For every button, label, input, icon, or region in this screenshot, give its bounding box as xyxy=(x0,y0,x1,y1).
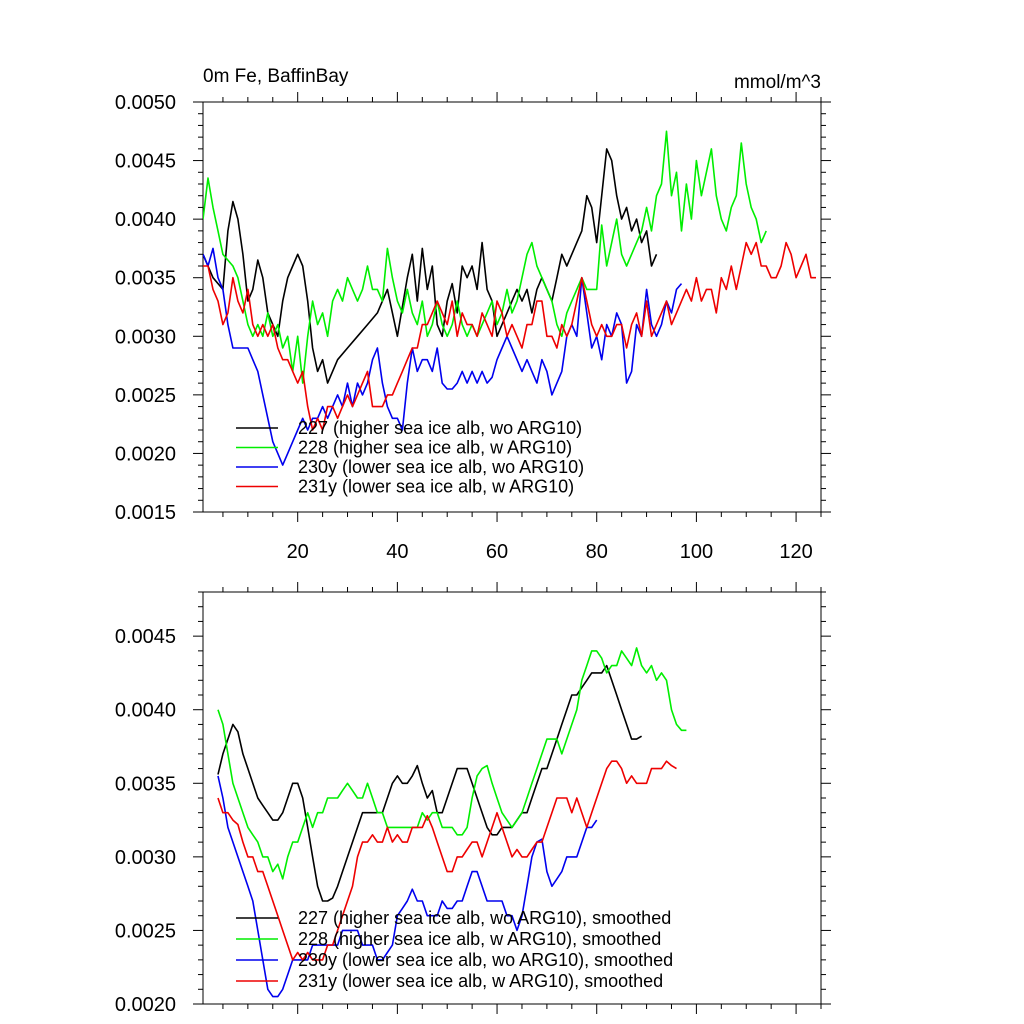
chart-units: mmol/m^3 xyxy=(734,72,821,93)
y-tick-label: 0.0020 xyxy=(115,443,176,465)
legend-label-3: 231y (lower sea ice alb, w ARG10), smoot… xyxy=(298,971,663,991)
chart-title: 0m Fe, BaffinBay xyxy=(203,66,349,87)
y-tick-label: 0.0030 xyxy=(115,326,176,348)
y-tick-label: 0.0020 xyxy=(115,994,176,1016)
x-tick-label: 40 xyxy=(386,541,408,563)
series-line-0 xyxy=(217,664,643,902)
y-tick-label: 0.0035 xyxy=(115,268,176,290)
series-line-2 xyxy=(217,775,598,998)
x-tick-label: 20 xyxy=(287,541,309,563)
series-line-1 xyxy=(203,130,767,384)
legend-label-1: 228 (higher sea ice alb, w ARG10), smoot… xyxy=(298,929,661,949)
y-tick-label: 0.0015 xyxy=(115,502,176,524)
series-line-2 xyxy=(203,247,683,466)
top-chart-panel: 20 40 60 80 100 120 0.0015 0.0020 0.0025 0.0030 0.… xyxy=(115,66,831,563)
series-line-3 xyxy=(217,760,677,961)
y-tick-label: 0.0040 xyxy=(115,209,176,231)
y-tick-label: 0.0030 xyxy=(115,847,176,869)
x-tick-label: 60 xyxy=(486,541,508,563)
y-tick-label: 0.0040 xyxy=(115,700,176,722)
y-tick-label: 0.0025 xyxy=(115,920,176,942)
y-tick-label: 0.0050 xyxy=(115,92,176,114)
y-tick-label: 0.0035 xyxy=(115,773,176,795)
y-tick-label: 0.0045 xyxy=(115,626,176,648)
legend-label-0: 227 (higher sea ice alb, wo ARG10) xyxy=(298,418,582,438)
legend-label-3: 231y (lower sea ice alb, w ARG10) xyxy=(298,477,574,497)
legend-label-1: 228 (higher sea ice alb, w ARG10) xyxy=(298,438,572,458)
x-tick-label: 80 xyxy=(586,541,608,563)
series-line-0 xyxy=(203,148,658,384)
series-group xyxy=(203,130,816,466)
legend: 227 (higher sea ice alb, wo ARG10)228 (h… xyxy=(236,418,584,497)
series-line-1 xyxy=(217,647,687,880)
legend-label-2: 230y (lower sea ice alb, wo ARG10) xyxy=(298,457,584,477)
series-group xyxy=(217,647,687,998)
plot-frame xyxy=(202,101,822,513)
y-tick-label: 0.0025 xyxy=(115,385,176,407)
legend-label-2: 230y (lower sea ice alb, wo ARG10), smoo… xyxy=(298,950,673,970)
y-tick-label: 0.0045 xyxy=(115,151,176,173)
legend: 227 (higher sea ice alb, wo ARG10), smoo… xyxy=(236,908,673,991)
x-tick-label: 120 xyxy=(779,541,812,563)
legend-label-0: 227 (higher sea ice alb, wo ARG10), smoo… xyxy=(298,908,671,928)
series-line-3 xyxy=(203,241,816,431)
bottom-chart-panel: 0.0020 0.0025 0.0030 0.0035 0.0040 0.0045 227 … xyxy=(115,582,831,1016)
x-tick-label: 100 xyxy=(680,541,713,563)
